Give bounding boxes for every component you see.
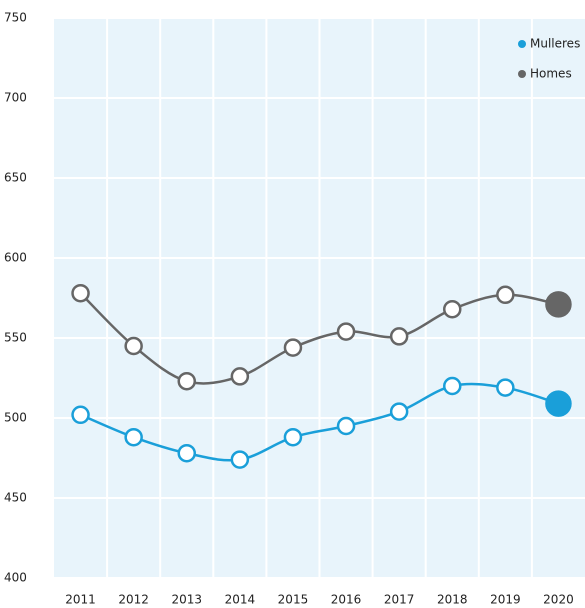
legend-swatch <box>518 70 526 78</box>
x-tick-label: 2018 <box>437 593 468 607</box>
x-tick-label: 2016 <box>331 593 362 607</box>
y-tick-label: 450 <box>4 491 27 505</box>
data-point <box>71 405 90 425</box>
data-point <box>389 327 409 346</box>
data-point <box>177 371 196 391</box>
data-point <box>389 402 409 421</box>
data-point <box>230 450 250 469</box>
x-tick-label: 2015 <box>278 593 309 607</box>
x-tick-label: 2011 <box>65 593 96 607</box>
data-point <box>283 338 303 357</box>
x-tick-label: 2012 <box>118 593 149 607</box>
x-tick-label: 2014 <box>225 593 256 607</box>
data-point <box>177 443 196 463</box>
legend-label: Homes <box>530 67 572 81</box>
y-tick-label: 550 <box>4 331 27 345</box>
data-point <box>336 416 356 436</box>
data-point <box>443 299 462 319</box>
series-line <box>79 292 559 385</box>
data-point <box>545 291 572 318</box>
x-tick-label: 2017 <box>384 593 415 607</box>
y-tick-label: 400 <box>4 571 27 585</box>
data-point <box>124 427 143 447</box>
y-tick-label: 750 <box>4 11 27 25</box>
y-tick-label: 600 <box>4 251 27 265</box>
data-point <box>496 378 515 397</box>
y-tick-label: 650 <box>4 171 27 185</box>
data-point <box>496 285 515 305</box>
data-point <box>124 336 143 356</box>
legend-label: Mulleres <box>530 37 580 51</box>
data-point <box>283 427 303 447</box>
legend-swatch <box>518 40 526 48</box>
y-tick-label: 500 <box>4 411 27 425</box>
x-tick-label: 2013 <box>171 593 202 607</box>
series-line <box>80 382 559 462</box>
data-point <box>336 322 356 341</box>
data-point <box>545 390 572 417</box>
data-point <box>230 367 250 386</box>
x-tick-label: 2020 <box>543 593 574 607</box>
x-tick-label: 2019 <box>490 593 521 607</box>
y-tick-label: 700 <box>4 91 27 105</box>
data-point <box>443 376 462 396</box>
data-point <box>71 283 90 303</box>
